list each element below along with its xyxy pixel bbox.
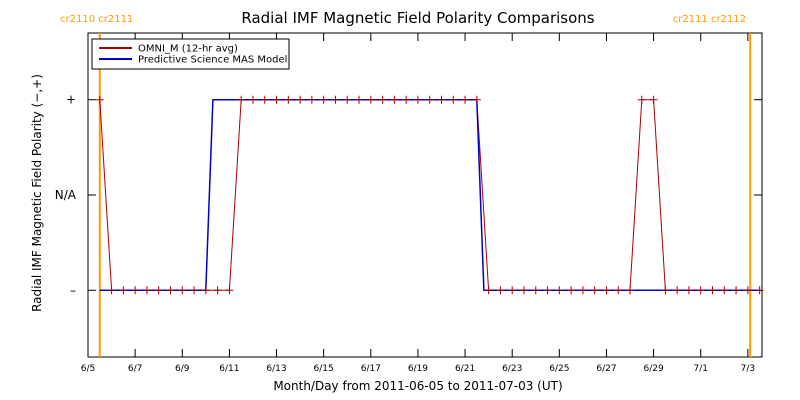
- data-point-marker: [166, 286, 175, 295]
- data-point-marker: [319, 95, 328, 104]
- x-tick-label: 6/5: [81, 364, 95, 374]
- legend-box: [91, 38, 290, 70]
- data-point-marker: [284, 95, 293, 104]
- data-point-marker: [355, 95, 364, 104]
- data-point-marker: [131, 286, 140, 295]
- series-line: [99, 99, 760, 291]
- x-tick-label: 6/15: [314, 364, 334, 374]
- y-tick-label: +: [66, 93, 76, 107]
- data-point-marker: [567, 286, 576, 295]
- y-tick-label: –: [70, 283, 76, 297]
- data-point-marker: [472, 95, 481, 104]
- data-point-marker: [720, 286, 729, 295]
- data-point-marker: [614, 286, 623, 295]
- carrington-marker-label: cr2110 cr2111: [60, 14, 133, 25]
- data-point-marker: [296, 95, 305, 104]
- data-point-marker: [343, 95, 352, 104]
- x-tick-label: 6/29: [643, 364, 663, 374]
- x-tick-label: 6/11: [219, 364, 239, 374]
- y-axis-label: Radial IMF Magnetic Field Polarity (−,+): [30, 74, 44, 312]
- data-point-marker: [696, 286, 705, 295]
- data-point-marker: [154, 286, 163, 295]
- data-point-marker: [531, 286, 540, 295]
- x-tick-label: 7/3: [741, 364, 755, 374]
- data-point-marker: [201, 286, 210, 295]
- x-tick-label: 6/17: [361, 364, 381, 374]
- plot-area: 6/5 6/7 6/9 6/11 6/13 6/15 6/17 6/19 6/21 6/23 6/2…: [55, 14, 764, 374]
- data-point-marker: [684, 286, 693, 295]
- data-point-marker: [366, 95, 375, 104]
- x-tick-label: 6/23: [502, 364, 522, 374]
- data-point-marker: [543, 286, 552, 295]
- data-point-marker: [519, 286, 528, 295]
- data-point-marker: [461, 95, 470, 104]
- data-point-marker: [437, 95, 446, 104]
- data-point-marker: [425, 95, 434, 104]
- x-tick-label: 6/25: [549, 364, 569, 374]
- data-point-marker: [637, 95, 646, 104]
- data-point-marker: [449, 95, 458, 104]
- data-point-marker: [732, 286, 741, 295]
- data-point-marker: [107, 286, 116, 295]
- data-point-marker: [673, 286, 682, 295]
- data-point-marker: [260, 95, 269, 104]
- data-point-marker: [307, 95, 316, 104]
- data-point-marker: [496, 286, 505, 295]
- data-point-marker: [743, 286, 752, 295]
- legend-entry-label: Predictive Science MAS Model: [138, 55, 287, 66]
- data-point-marker: [272, 95, 281, 104]
- data-point-marker: [755, 286, 764, 295]
- data-point-marker: [142, 286, 151, 295]
- data-point-marker: [225, 286, 234, 295]
- data-point-marker: [578, 286, 587, 295]
- x-tick-label: 6/9: [175, 364, 190, 374]
- data-point-marker: [119, 286, 128, 295]
- data-point-marker: [508, 286, 517, 295]
- x-tick-label: 6/27: [596, 364, 616, 374]
- y-tick-label: N/A: [55, 188, 77, 202]
- carrington-marker-label: cr2111 cr2112: [673, 14, 746, 25]
- x-axis-label: Month/Day from 2011-06-05 to 2011-07-03 …: [273, 379, 562, 393]
- data-point-marker: [178, 286, 187, 295]
- chart-title: Radial IMF Magnetic Field Polarity Compa…: [241, 9, 594, 27]
- data-point-marker: [213, 286, 222, 295]
- data-point-marker: [237, 95, 246, 104]
- data-point-marker: [402, 95, 411, 104]
- x-tick-label: 6/19: [408, 364, 428, 374]
- data-point-marker: [190, 286, 199, 295]
- data-point-marker: [649, 95, 658, 104]
- data-point-marker: [378, 95, 387, 104]
- series-line: [99, 98, 760, 292]
- data-point-marker: [248, 95, 257, 104]
- data-point-marker: [413, 95, 422, 104]
- data-point-marker: [602, 286, 611, 295]
- x-tick-label: 6/7: [128, 364, 142, 374]
- plot-frame: [87, 32, 763, 358]
- data-point-marker: [626, 286, 635, 295]
- data-point-marker: [661, 286, 670, 295]
- x-tick-label: 6/13: [266, 364, 286, 374]
- data-point-marker: [95, 95, 104, 104]
- data-point-marker: [390, 95, 399, 104]
- data-point-marker: [484, 286, 493, 295]
- x-tick-label: 7/1: [693, 364, 707, 374]
- legend-entry-label: OMNI_M (12-hr avg): [138, 44, 238, 55]
- x-tick-label: 6/21: [455, 364, 475, 374]
- data-point-marker: [331, 95, 340, 104]
- data-point-marker: [555, 286, 564, 295]
- data-point-marker: [708, 286, 717, 295]
- data-point-marker: [590, 286, 599, 295]
